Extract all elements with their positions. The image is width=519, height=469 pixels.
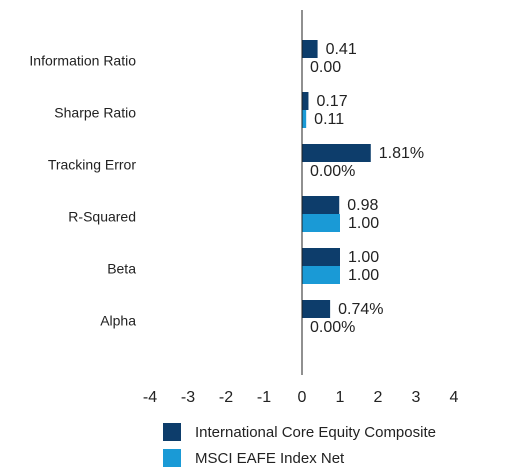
value-label: 0.74% [338, 301, 383, 318]
value-label: 1.00 [348, 215, 379, 232]
bar [302, 196, 340, 214]
value-label: 0.00% [310, 163, 355, 180]
x-tick-label: -4 [143, 389, 157, 406]
legend-swatch [163, 423, 181, 441]
legend-label: MSCI EAFE Index Net [195, 450, 345, 467]
y-tick-label: R-Squared [68, 209, 136, 225]
bar [302, 214, 340, 232]
bar [302, 266, 340, 284]
bar [302, 248, 340, 266]
y-tick-label: Beta [107, 261, 136, 277]
bar [302, 300, 331, 318]
x-tick-label: 4 [450, 389, 459, 406]
y-tick-label: Alpha [100, 313, 136, 329]
x-tick-label: 2 [374, 389, 383, 406]
x-tick-label: 0 [298, 389, 307, 406]
value-label: 1.81% [379, 145, 424, 162]
value-label: 0.41 [326, 41, 357, 58]
y-tick-label: Sharpe Ratio [54, 105, 136, 121]
value-label: 0.00 [310, 59, 341, 76]
value-label: 0.98 [347, 197, 378, 214]
x-tick-label: 3 [412, 389, 421, 406]
value-label: 1.00 [348, 267, 379, 284]
x-tick-label: -2 [219, 389, 233, 406]
y-tick-label: Information Ratio [29, 53, 136, 69]
value-label: 1.00 [348, 249, 379, 266]
value-label: 0.00% [310, 319, 355, 336]
bar [302, 92, 309, 110]
x-tick-label: 1 [336, 389, 345, 406]
legend-swatch [163, 449, 181, 467]
legend-label: International Core Equity Composite [195, 424, 436, 441]
x-tick-label: -1 [257, 389, 271, 406]
value-label: 0.17 [316, 93, 347, 110]
bar [302, 144, 371, 162]
x-tick-label: -3 [181, 389, 195, 406]
bar [302, 110, 307, 128]
y-tick-label: Tracking Error [48, 157, 137, 173]
bar [302, 40, 318, 58]
value-label: 0.11 [314, 111, 344, 128]
